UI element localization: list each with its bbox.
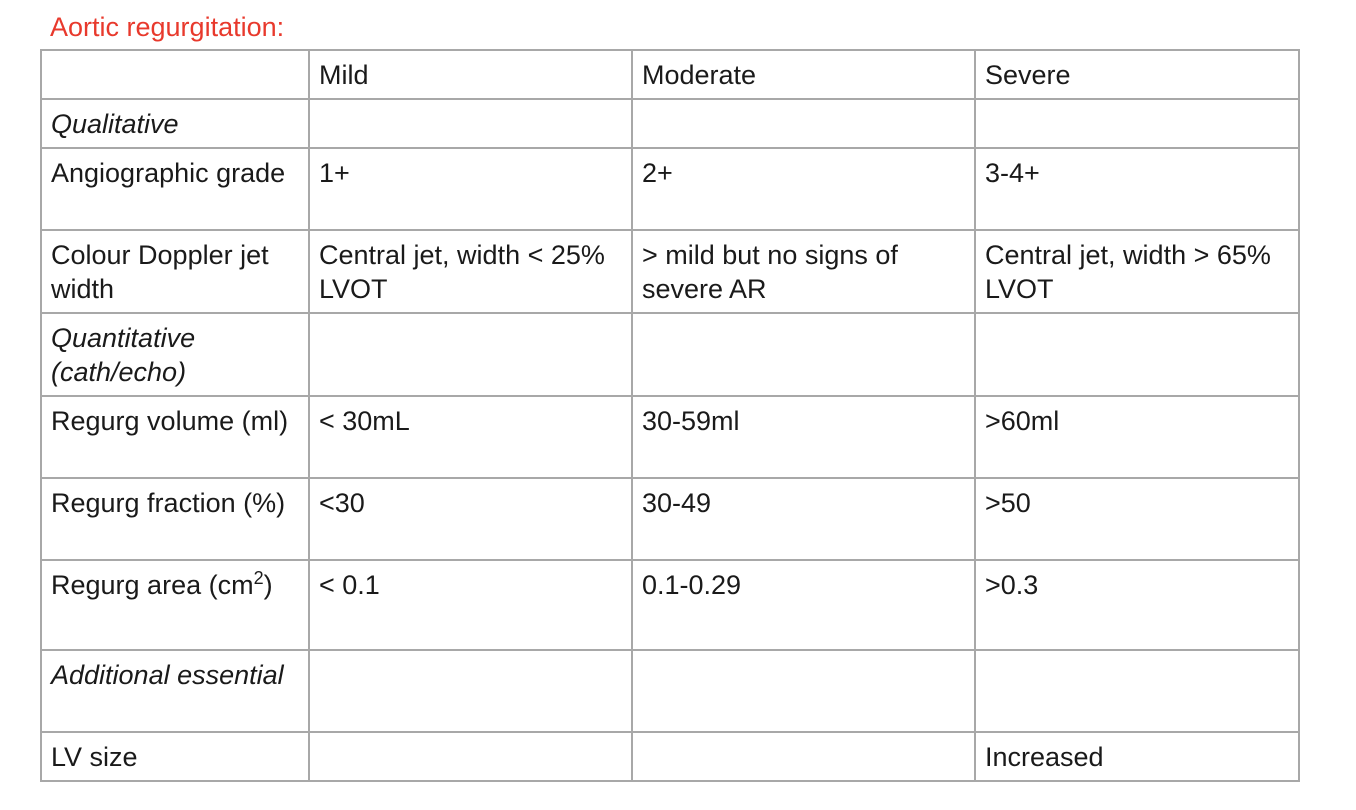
table-row: Regurg fraction (%) <30 30-49 >50	[40, 477, 1300, 561]
header-cell-moderate: Moderate	[631, 49, 976, 100]
table-row: Regurg area (cm2) < 0.1 0.1-0.29 >0.3	[40, 559, 1300, 651]
table-cell: 0.1-0.29	[631, 559, 976, 651]
table-cell: >60ml	[974, 395, 1300, 479]
row-label-lv-size: LV size	[40, 731, 310, 782]
table-cell: < 0.1	[308, 559, 633, 651]
row-label-angiographic-grade: Angiographic grade	[40, 147, 310, 231]
table-row: Qualitative	[40, 98, 1300, 149]
regurg-area-label-close: )	[263, 570, 273, 600]
table-cell: 2+	[631, 147, 976, 231]
section-label-additional-essential: Additional essential	[40, 649, 310, 733]
table-cell: > mild but no signs of severe AR	[631, 229, 976, 314]
header-cell-blank	[40, 49, 310, 100]
table-cell: 30-49	[631, 477, 976, 561]
squared-superscript: 2	[253, 568, 264, 588]
section-label-qualitative: Qualitative	[40, 98, 310, 149]
table-cell: < 30mL	[308, 395, 633, 479]
header-cell-mild: Mild	[308, 49, 633, 100]
table-cell: >50	[974, 477, 1300, 561]
regurg-area-label-text: Regurg area (cm	[51, 570, 254, 600]
section-label-quantitative: Quantitative (cath/echo)	[40, 312, 310, 397]
header-cell-severe: Severe	[974, 49, 1300, 100]
table-cell	[974, 98, 1300, 149]
table-cell	[631, 731, 976, 782]
table-cell	[631, 649, 976, 733]
document-title: Aortic regurgitation:	[50, 12, 285, 42]
table-cell	[631, 98, 976, 149]
table-cell	[308, 98, 633, 149]
table-cell	[308, 312, 633, 397]
table-cell: 1+	[308, 147, 633, 231]
table-row: Regurg volume (ml) < 30mL 30-59ml >60ml	[40, 395, 1300, 479]
table-row: Quantitative (cath/echo)	[40, 312, 1300, 397]
table-cell: Central jet, width > 65% LVOT	[974, 229, 1300, 314]
table-cell	[974, 649, 1300, 733]
table-cell	[308, 649, 633, 733]
table-row: Additional essential	[40, 649, 1300, 733]
table-row: Angiographic grade 1+ 2+ 3-4+	[40, 147, 1300, 231]
table-cell	[631, 312, 976, 397]
row-label-colour-doppler: Colour Doppler jet width	[40, 229, 310, 314]
row-label-regurg-fraction: Regurg fraction (%)	[40, 477, 310, 561]
table-header-row: Mild Moderate Severe	[40, 49, 1300, 100]
aortic-regurgitation-table: Mild Moderate Severe Qualitative Angiogr…	[40, 49, 1300, 782]
table-cell: Central jet, width < 25% LVOT	[308, 229, 633, 314]
table-cell: <30	[308, 477, 633, 561]
table-cell	[974, 312, 1300, 397]
table-row: LV size Increased	[40, 731, 1300, 782]
table-cell: 3-4+	[974, 147, 1300, 231]
table-row: Colour Doppler jet width Central jet, wi…	[40, 229, 1300, 314]
row-label-regurg-area: Regurg area (cm2)	[40, 559, 310, 651]
table-cell: >0.3	[974, 559, 1300, 651]
table-cell	[308, 731, 633, 782]
table-cell: Increased	[974, 731, 1300, 782]
row-label-regurg-volume: Regurg volume (ml)	[40, 395, 310, 479]
table-cell: 30-59ml	[631, 395, 976, 479]
